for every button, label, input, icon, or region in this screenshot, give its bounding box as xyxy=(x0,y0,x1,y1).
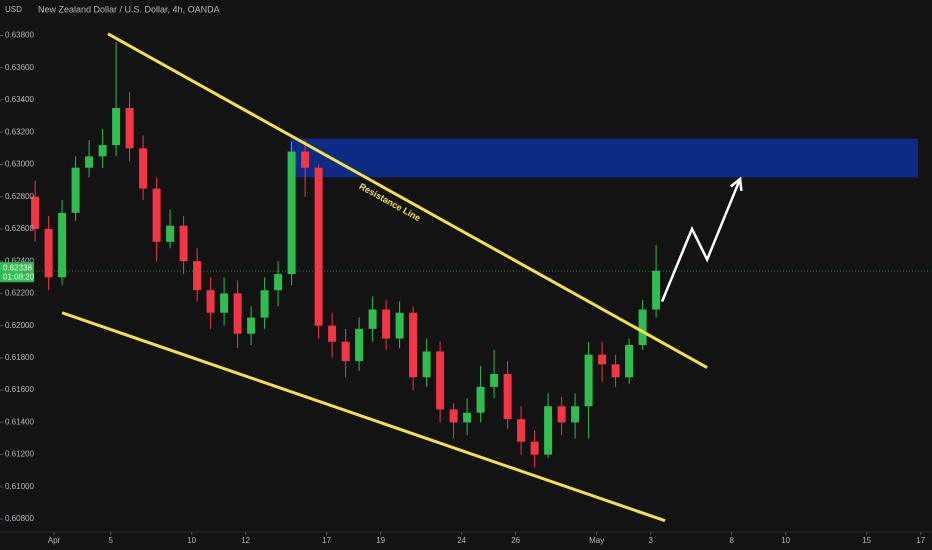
candle-body xyxy=(517,419,526,442)
candle-body xyxy=(422,351,431,378)
x-tick-label: 17 xyxy=(916,536,925,545)
price-badge xyxy=(0,262,34,283)
y-tick-label: 0.61800 xyxy=(5,353,34,362)
candle-body xyxy=(436,351,445,410)
candle-body xyxy=(98,145,107,157)
zone xyxy=(289,138,919,178)
candle-body xyxy=(220,293,229,313)
plot xyxy=(0,32,932,523)
candle-body xyxy=(463,412,472,423)
candle-body xyxy=(31,196,40,229)
x-tick-label: 5 xyxy=(108,536,113,545)
candle-body xyxy=(611,364,620,378)
y-tick-label: 0.61200 xyxy=(5,450,34,459)
x-tick-label: 19 xyxy=(376,536,385,545)
candle-body xyxy=(571,406,580,423)
x-tick-label: 12 xyxy=(241,536,250,545)
y-tick-label: 0.61600 xyxy=(5,385,34,394)
y-tick-label: 0.63600 xyxy=(5,63,34,72)
x-tick-label: 17 xyxy=(322,536,331,545)
candle-body xyxy=(287,151,296,275)
candle-body xyxy=(58,212,67,278)
candle-body xyxy=(328,325,337,342)
candle-body xyxy=(233,293,242,334)
candle-body xyxy=(179,225,188,262)
candle-body xyxy=(476,386,485,413)
countdown: 01:08:20 xyxy=(3,272,35,281)
y-tick-label: 0.62600 xyxy=(5,224,34,233)
candle-body xyxy=(409,312,418,378)
candle-body xyxy=(341,341,350,362)
candle-body xyxy=(368,309,377,329)
candle-body xyxy=(139,148,148,189)
currency: USD xyxy=(5,5,22,14)
candle-body xyxy=(260,290,269,318)
x-tick-label: 10 xyxy=(187,536,196,545)
y-tick-label: 0.62400 xyxy=(5,256,34,265)
candle-body xyxy=(71,167,80,213)
x-tick-label: 26 xyxy=(511,536,520,545)
projection-arrow xyxy=(660,178,742,302)
y-tick-label: 0.62000 xyxy=(5,321,34,330)
candle-body xyxy=(638,309,647,345)
x-tick-label: 3 xyxy=(648,536,653,545)
candle-body xyxy=(625,344,634,378)
last-price: 0.62338 xyxy=(3,263,32,272)
x-tick-label: Apr xyxy=(48,536,61,545)
candle-body xyxy=(314,167,323,326)
candle-body xyxy=(274,274,283,291)
candle-body xyxy=(584,354,593,407)
candle-body xyxy=(247,317,256,334)
candle-body xyxy=(652,270,661,310)
y-tick-label: 0.61000 xyxy=(5,482,34,491)
y-tick-label: 0.62200 xyxy=(5,289,34,298)
candle-body xyxy=(152,188,161,242)
candle-body xyxy=(301,151,310,168)
y-tick-label: 0.63800 xyxy=(5,31,34,40)
y-tick-label: 0.62800 xyxy=(5,192,34,201)
y-tick-label: 0.63000 xyxy=(5,160,34,169)
candle-body xyxy=(449,409,458,423)
y-tick-label: 0.63400 xyxy=(5,95,34,104)
y-tick-label: 0.63200 xyxy=(5,127,34,136)
candle-body xyxy=(395,312,404,339)
y-tick-label: 0.61400 xyxy=(5,417,34,426)
candle-body xyxy=(557,406,566,423)
y-tick-label: 0.60800 xyxy=(5,514,34,523)
candle-body xyxy=(85,156,94,168)
trend-line xyxy=(61,311,666,523)
candle-body xyxy=(166,225,175,242)
arrow-head xyxy=(729,176,743,192)
candle-body xyxy=(112,108,121,146)
x-tick-label: 24 xyxy=(457,536,466,545)
chart-title: New Zealand Dollar / U.S. Dollar, 4h, OA… xyxy=(38,4,220,14)
candle-body xyxy=(125,108,134,149)
x-tick-label: 8 xyxy=(729,536,734,545)
candle-body xyxy=(206,290,215,313)
x-tick-label: 10 xyxy=(781,536,790,545)
candle-body xyxy=(193,261,202,291)
candle-body xyxy=(544,406,553,455)
x-tick-label: 15 xyxy=(862,536,871,545)
candle-body xyxy=(530,441,539,455)
candle-body xyxy=(503,374,512,420)
candle-body xyxy=(44,228,53,278)
candle-body xyxy=(490,374,499,387)
candle-body xyxy=(382,309,391,339)
x-tick-label: May xyxy=(589,536,604,545)
candle-body xyxy=(355,328,364,362)
trend-line xyxy=(107,32,708,369)
candle-body xyxy=(598,354,607,365)
